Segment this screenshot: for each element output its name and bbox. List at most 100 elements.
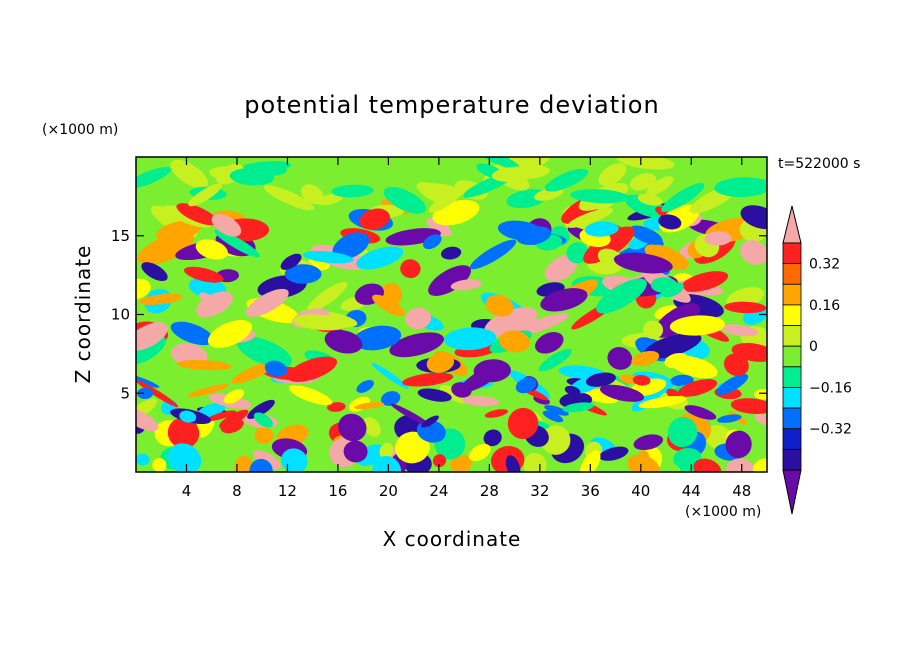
contour-field xyxy=(136,157,767,472)
contour-blob xyxy=(379,442,394,460)
contour-blob xyxy=(195,239,228,260)
contour-blob xyxy=(624,194,667,218)
contour-blob xyxy=(725,430,752,459)
colorbar-band xyxy=(782,263,802,285)
contour-blob xyxy=(485,294,514,317)
x-tick-label: 12 xyxy=(278,482,297,500)
contour-blob xyxy=(372,456,402,472)
contour-blob xyxy=(390,403,432,427)
contour-blob xyxy=(677,452,702,472)
contour-blob xyxy=(484,409,508,418)
contour-blob xyxy=(637,193,663,206)
contour-blob xyxy=(301,184,324,205)
contour-blob xyxy=(372,294,405,317)
contour-blob xyxy=(507,407,539,439)
contour-blobs xyxy=(136,157,767,472)
contour-blob xyxy=(462,396,500,407)
contour-blob xyxy=(661,282,684,298)
contour-blob xyxy=(535,332,564,354)
contour-blob xyxy=(136,371,160,388)
contour-blob xyxy=(730,398,767,414)
contour-blob xyxy=(264,360,288,377)
contour-blob xyxy=(484,307,538,337)
contour-blob xyxy=(566,208,614,228)
contour-blob xyxy=(607,347,633,370)
contour-blob xyxy=(450,279,482,291)
contour-blob xyxy=(141,262,168,282)
contour-blob xyxy=(632,375,651,386)
contour-blob xyxy=(633,434,664,450)
contour-blob xyxy=(137,387,154,400)
contour-blob xyxy=(684,405,717,420)
contour-blob xyxy=(491,166,536,182)
contour-blob xyxy=(416,182,465,197)
time-label: t=522000 s xyxy=(778,156,860,172)
x-tick-label: 8 xyxy=(232,482,242,500)
contour-blob xyxy=(170,321,214,346)
contour-blob xyxy=(669,315,725,336)
contour-blob xyxy=(359,208,390,230)
contour-blob xyxy=(280,253,302,270)
contour-blob xyxy=(343,440,368,463)
contour-blob xyxy=(327,402,346,412)
contour-blob xyxy=(199,292,219,308)
colorbar: 0.32 0.16 0 −0.16 −0.32 xyxy=(782,205,852,515)
contour-blob xyxy=(714,177,767,198)
contour-blob xyxy=(249,458,273,472)
contour-blob xyxy=(693,458,722,472)
contour-blob xyxy=(667,417,698,448)
contour-blob xyxy=(643,320,664,340)
contour-blob xyxy=(293,314,348,331)
contour-blob xyxy=(137,232,195,265)
contour-blob xyxy=(354,402,385,410)
colorbar-band xyxy=(782,304,802,326)
contour-blob xyxy=(705,425,732,450)
contour-blob xyxy=(584,221,619,237)
contour-blob xyxy=(613,252,673,274)
contour-blob xyxy=(247,399,275,419)
contour-blob xyxy=(629,225,663,245)
contour-blob xyxy=(483,429,502,447)
contour-blob xyxy=(324,329,363,354)
contour-blob xyxy=(544,168,589,192)
contour-blob xyxy=(644,244,689,270)
contour-blob xyxy=(383,187,427,214)
colorbar-band xyxy=(782,242,802,265)
contour-blob xyxy=(638,395,687,409)
contour-blob xyxy=(288,385,333,406)
contour-blob xyxy=(599,446,629,461)
contour-blob xyxy=(450,454,472,472)
colorbar-band xyxy=(782,325,802,347)
contour-blob xyxy=(167,443,202,472)
contour-blob xyxy=(389,332,444,358)
contour-blob xyxy=(469,239,517,270)
contour-blob xyxy=(400,259,421,279)
contour-blob xyxy=(136,453,150,466)
contour-blob xyxy=(236,336,293,368)
contour-blob xyxy=(426,217,452,237)
contour-blob xyxy=(542,410,564,423)
contour-blob xyxy=(423,234,442,250)
y-unit-label: (×1000 m) xyxy=(42,122,118,138)
contour-blob xyxy=(179,410,197,423)
x-tick-label: 36 xyxy=(581,482,600,500)
contour-blob xyxy=(287,356,338,382)
contour-blob xyxy=(514,313,569,336)
contour-blob xyxy=(629,173,657,191)
contour-blob xyxy=(188,183,222,207)
contour-blob xyxy=(152,458,167,472)
contour-blob xyxy=(302,251,354,264)
contour-blob xyxy=(417,388,452,402)
y-axis: 5 10 15 xyxy=(111,227,767,402)
contour-blob xyxy=(754,388,767,400)
contour-blob xyxy=(538,348,572,372)
contour-blob xyxy=(754,413,767,426)
contour-blob xyxy=(583,226,635,264)
contour-blob xyxy=(356,246,404,270)
contour-blob xyxy=(540,425,571,455)
contour-blob xyxy=(726,458,756,472)
contour-blob xyxy=(245,288,289,317)
x-tick-label: 20 xyxy=(379,482,398,500)
contour-blob xyxy=(724,301,767,314)
colorbar-bottom-arrow xyxy=(782,469,802,515)
